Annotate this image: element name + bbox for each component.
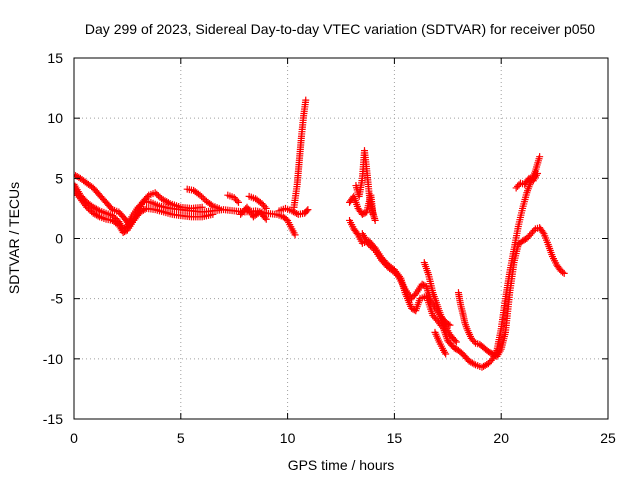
data-point [442,350,450,358]
data-point [84,205,92,213]
data-point [481,361,489,369]
data-point [303,207,311,215]
data-point [530,226,538,234]
data-point [234,198,242,206]
data-point [470,338,478,346]
data-point [74,180,78,188]
data-point [86,206,94,214]
data-point [302,96,310,104]
x-tick-label: 5 [177,430,185,446]
data-point [198,193,206,201]
data-point [207,201,215,209]
data-point [470,360,478,368]
data-point [304,206,312,214]
data-point [452,338,460,346]
data-point [393,271,401,279]
y-tick-label: -15 [43,411,63,427]
y-tick-label: 10 [47,110,63,126]
x-tick-label: 20 [493,430,509,446]
grid-lines [74,58,608,419]
data-point [233,197,241,205]
y-tick-label: -10 [43,351,63,367]
y-tick-label: 5 [55,170,63,186]
tick-labels: 0 5 10 15 20 25 -15 -10 -5 0 5 10 15 [43,50,616,446]
data-point [74,171,78,179]
data-point [154,192,162,200]
chart-title: Day 299 of 2023, Sidereal Day-to-day VTE… [85,21,595,37]
data-point [209,210,217,218]
data-point [368,244,376,252]
data-point [536,153,544,161]
data-point [410,291,418,299]
data-point [94,206,102,214]
data-point [141,205,149,213]
x-axis-title: GPS time / hours [288,457,395,473]
plot-area [74,96,568,371]
x-tick-label: 0 [70,430,78,446]
data-point [559,268,567,276]
x-tick-label: 25 [600,430,616,446]
data-point [365,241,373,249]
data-point [196,191,204,199]
data-point [366,242,374,250]
x-tick-label: 15 [387,430,403,446]
axis-ticks [73,57,609,420]
data-point [261,203,269,211]
data-point [199,194,207,202]
data-point [487,356,495,364]
y-axis-title: SDTVAR / TECUs [6,182,22,294]
data-point [534,170,542,178]
y-tick-label: 15 [47,50,63,66]
data-point [262,204,270,212]
x-tick-label: 10 [280,430,296,446]
data-point [451,337,459,345]
data-point [445,320,453,328]
data-point [153,190,161,198]
y-tick-label: -5 [51,291,64,307]
y-tick-label: 0 [55,231,63,247]
data-point [151,189,159,197]
data-point [198,203,206,211]
data-point [83,203,91,211]
data-point [539,228,547,236]
data-point [215,204,223,212]
data-point [560,269,568,277]
data-point [291,231,299,239]
data-point [262,215,270,223]
data-point [261,214,269,222]
data-point [94,212,102,220]
data-point [446,321,454,329]
data-point [371,216,379,224]
data-point [164,199,172,207]
